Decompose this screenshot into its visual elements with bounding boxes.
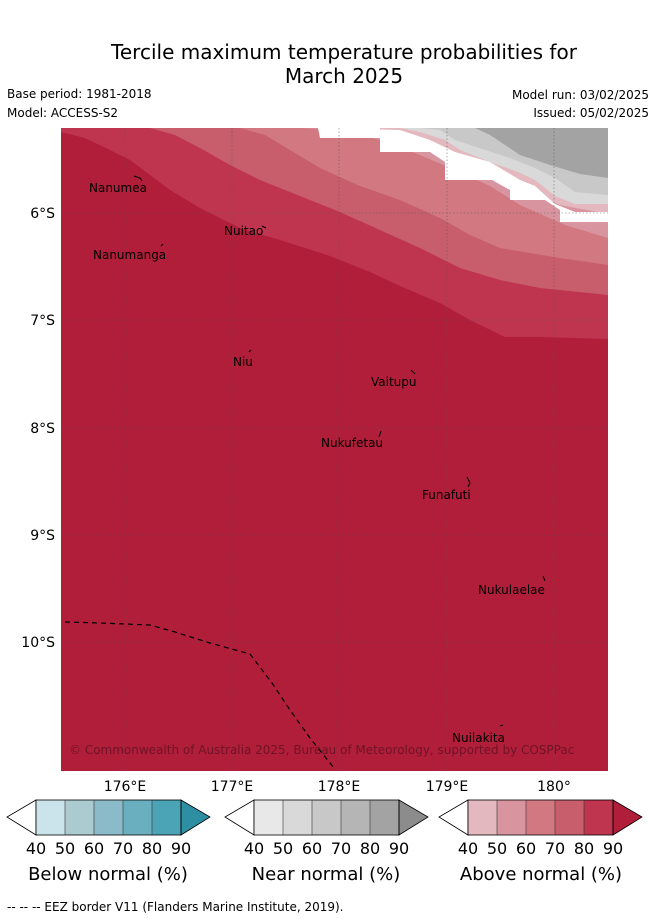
colorbar-below: 40 50 60 70 80 90 Below normal (%) xyxy=(6,799,211,885)
place-nanumea: Nanumea xyxy=(89,181,147,195)
place-funafuti: Funafuti xyxy=(422,488,471,502)
island-funafuti-shape xyxy=(466,476,471,488)
island-nuitao-shape xyxy=(261,225,267,229)
graticule xyxy=(61,128,608,771)
lon-label-180: 180° xyxy=(537,779,571,795)
title-line-2: March 2025 xyxy=(284,64,404,88)
above-tick-80: 80 xyxy=(574,839,594,858)
title-line-1: Tercile maximum temperature probabilitie… xyxy=(111,40,577,64)
near-bin-60 xyxy=(312,800,341,835)
below-under-arrow xyxy=(6,799,37,836)
island-nanumanga-shape xyxy=(160,243,164,247)
below-tick-90: 90 xyxy=(171,839,191,858)
above-tick-90: 90 xyxy=(603,839,623,858)
lat-label-10s: 10°S xyxy=(21,635,55,651)
islands xyxy=(133,175,546,727)
lon-label-177e: 177°E xyxy=(211,779,254,795)
above-bin-60 xyxy=(526,800,555,835)
above-over-arrow xyxy=(612,799,643,836)
above-under-arrow xyxy=(438,799,469,836)
colorbar-above: 40 50 60 70 80 90 Above normal (%) xyxy=(438,799,643,885)
issued-date: Issued: 05/02/2025 xyxy=(533,106,649,120)
no-dominant-region xyxy=(318,128,380,138)
below-bin-70 xyxy=(123,800,152,835)
place-labels: Nanumea Nuitao Nanumanga Niu Vaitupu Nuk… xyxy=(89,181,545,745)
lon-label-176e: 176°E xyxy=(104,779,147,795)
near-tick-80: 80 xyxy=(360,839,380,858)
above-colorbar-title: Above normal (%) xyxy=(460,864,622,885)
near-tick-60: 60 xyxy=(302,839,322,858)
island-vaitupu-shape xyxy=(410,369,416,375)
no-dominant-region xyxy=(308,128,608,222)
place-vaitupu: Vaitupu xyxy=(371,375,417,389)
place-nukulaelae: Nukulaelae xyxy=(478,583,545,597)
near-bin-70 xyxy=(341,800,370,835)
model-run: Model run: 03/02/2025 xyxy=(511,88,649,102)
near-60-region xyxy=(475,128,608,178)
near-over-arrow xyxy=(398,799,429,836)
below-over-arrow xyxy=(180,799,211,836)
place-niu: Niu xyxy=(233,355,253,369)
below-tick-40: 40 xyxy=(26,839,46,858)
above-bin-80 xyxy=(584,800,613,835)
latitude-labels: 6°S 7°S 8°S 9°S 10°S xyxy=(21,206,55,651)
base-period: Base period: 1981-2018 xyxy=(7,87,152,101)
above-bin-70 xyxy=(555,800,584,835)
below-bin-80 xyxy=(152,800,181,835)
chart-title: Tercile maximum temperature probabilitie… xyxy=(0,40,655,88)
island-niu-shape xyxy=(248,349,252,353)
near-tick-70: 70 xyxy=(331,839,351,858)
above-bin-50 xyxy=(497,800,526,835)
near-bin-80 xyxy=(370,800,399,835)
island-nuilakita-shape xyxy=(499,724,504,727)
near-tick-90: 90 xyxy=(389,839,409,858)
near-bin-40 xyxy=(254,800,283,835)
place-nanumanga: Nanumanga xyxy=(93,248,166,262)
below-tick-80: 80 xyxy=(142,839,162,858)
lat-label-8s: 8°S xyxy=(30,421,55,437)
place-nukufetau: Nukufetau xyxy=(321,436,383,450)
below-tick-60: 60 xyxy=(84,839,104,858)
longitude-labels: 176°E 177°E 178°E 179°E 180° xyxy=(104,779,571,795)
below-colorbar-title: Below normal (%) xyxy=(28,864,188,885)
lat-label-6s: 6°S xyxy=(30,206,55,222)
copyright-notice: © Commonwealth of Australia 2025, Bureau… xyxy=(69,743,574,757)
near-tick-50: 50 xyxy=(273,839,293,858)
island-nukulaelae-shape xyxy=(542,575,546,582)
lat-label-7s: 7°S xyxy=(30,313,55,329)
colorbar-near: 40 50 60 70 80 90 Near normal (%) xyxy=(224,799,429,885)
near-colorbar-title: Near normal (%) xyxy=(252,864,401,885)
below-tick-50: 50 xyxy=(55,839,75,858)
near-under-arrow xyxy=(224,799,255,836)
below-bin-60 xyxy=(94,800,123,835)
lon-label-178e: 178°E xyxy=(318,779,361,795)
island-nanumea-shape xyxy=(133,175,143,182)
below-bin-40 xyxy=(36,800,65,835)
eez-border-note: -- -- -- EEZ border V11 (Flanders Marine… xyxy=(7,900,344,914)
island-nukufetau-shape xyxy=(378,430,382,438)
place-nuitao: Nuitao xyxy=(224,224,263,238)
map-area: Nanumea Nuitao Nanumanga Niu Vaitupu Nuk… xyxy=(61,128,608,771)
model-name: Model: ACCESS-S2 xyxy=(7,106,119,120)
place-nuilakita: Nuilakita xyxy=(452,731,505,745)
above-bin-40 xyxy=(468,800,497,835)
above-tick-60: 60 xyxy=(516,839,536,858)
above-tick-40: 40 xyxy=(458,839,478,858)
above-tick-50: 50 xyxy=(487,839,507,858)
near-bin-50 xyxy=(283,800,312,835)
above-tick-70: 70 xyxy=(545,839,565,858)
lat-label-9s: 9°S xyxy=(30,528,55,544)
near-tick-40: 40 xyxy=(244,839,264,858)
below-tick-70: 70 xyxy=(113,839,133,858)
lon-label-179e: 179°E xyxy=(426,779,469,795)
below-bin-50 xyxy=(65,800,94,835)
